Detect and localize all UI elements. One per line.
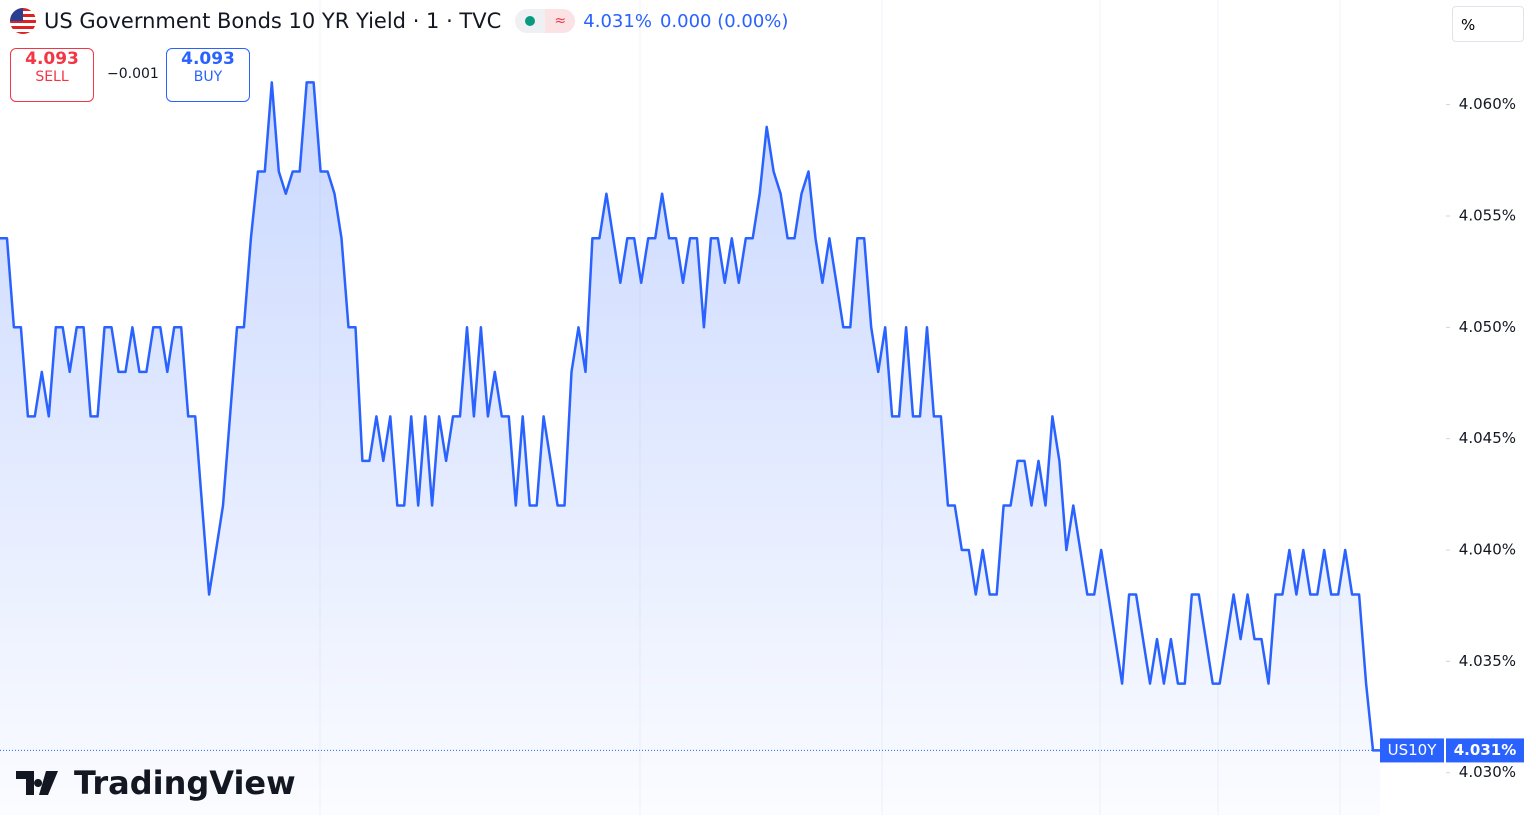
price-change: 0.000 (0.00%): [659, 10, 789, 32]
y-tick-label: 4.055%: [1459, 206, 1516, 224]
buy-label: BUY: [193, 69, 223, 85]
last-price: 4.031%: [583, 10, 652, 32]
y-tick-label: 4.040%: [1459, 541, 1516, 559]
y-tick-label: 4.035%: [1459, 652, 1516, 670]
market-status: [515, 9, 546, 33]
delay-icon: ≈: [545, 9, 576, 33]
price-line: [0, 81, 1380, 752]
price-tag: [1446, 738, 1524, 763]
brand: TradingView: [74, 764, 296, 802]
sell-price: 4.093: [25, 49, 79, 69]
y-tick-label: 4.045%: [1459, 429, 1516, 447]
status-pill: ≈: [515, 9, 576, 33]
price-tag-label: 4.031%: [1454, 741, 1516, 759]
sell-button[interactable]: 4.093 SELL: [10, 48, 94, 102]
area-fill: [0, 82, 1380, 815]
logo: TradingView: [16, 764, 296, 802]
y-tick-label: 4.060%: [1459, 95, 1516, 113]
logo-icon: [16, 771, 58, 795]
symbol-tag: [1380, 738, 1444, 763]
flag-icon: [10, 8, 36, 34]
symbol-title[interactable]: US Government Bonds 10 YR Yield · 1 · TV…: [44, 9, 502, 33]
buy-button[interactable]: 4.093 BUY: [166, 48, 250, 102]
symbol-header: US Government Bonds 10 YR Yield · 1 · TV…: [10, 8, 788, 34]
y-tick-label: 4.050%: [1459, 318, 1516, 336]
sell-label: SELL: [35, 69, 69, 85]
y-tick-label: 4.030%: [1459, 763, 1516, 781]
buy-price: 4.093: [181, 49, 235, 69]
spread: −0.001: [107, 66, 159, 82]
symbol-tag-label: US10Y: [1388, 741, 1438, 759]
scale-mode-button[interactable]: %: [1452, 6, 1524, 42]
